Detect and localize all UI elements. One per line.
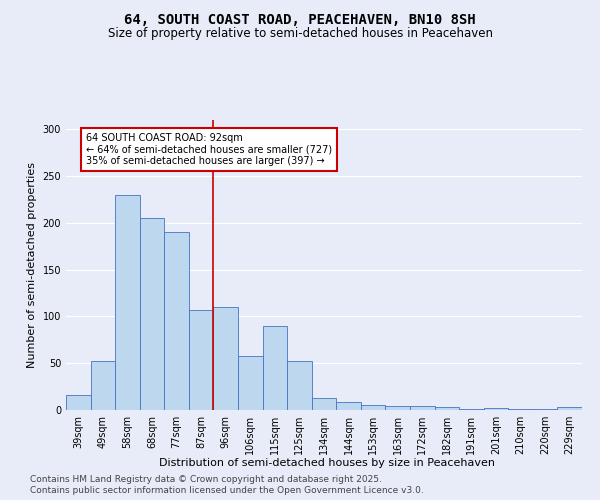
Bar	[66, 395, 91, 410]
Bar	[312, 398, 336, 410]
Bar	[484, 408, 508, 410]
Bar	[361, 406, 385, 410]
Bar	[385, 406, 410, 410]
Bar	[336, 402, 361, 410]
Text: Distribution of semi-detached houses by size in Peacehaven: Distribution of semi-detached houses by …	[159, 458, 495, 468]
Text: Contains public sector information licensed under the Open Government Licence v3: Contains public sector information licen…	[30, 486, 424, 495]
Bar	[434, 407, 459, 410]
Bar	[214, 307, 238, 410]
Bar	[508, 409, 533, 410]
Text: 64, SOUTH COAST ROAD, PEACEHAVEN, BN10 8SH: 64, SOUTH COAST ROAD, PEACEHAVEN, BN10 8…	[124, 12, 476, 26]
Bar	[140, 218, 164, 410]
Bar	[115, 195, 140, 410]
Bar	[533, 409, 557, 410]
Y-axis label: Number of semi-detached properties: Number of semi-detached properties	[27, 162, 37, 368]
Bar	[164, 232, 189, 410]
Text: Size of property relative to semi-detached houses in Peacehaven: Size of property relative to semi-detach…	[107, 28, 493, 40]
Bar	[189, 310, 214, 410]
Bar	[263, 326, 287, 410]
Bar	[238, 356, 263, 410]
Bar	[287, 362, 312, 410]
Bar	[91, 362, 115, 410]
Bar	[557, 407, 582, 410]
Bar	[410, 406, 434, 410]
Text: 64 SOUTH COAST ROAD: 92sqm
← 64% of semi-detached houses are smaller (727)
35% o: 64 SOUTH COAST ROAD: 92sqm ← 64% of semi…	[86, 133, 332, 166]
Bar	[459, 409, 484, 410]
Text: Contains HM Land Registry data © Crown copyright and database right 2025.: Contains HM Land Registry data © Crown c…	[30, 475, 382, 484]
